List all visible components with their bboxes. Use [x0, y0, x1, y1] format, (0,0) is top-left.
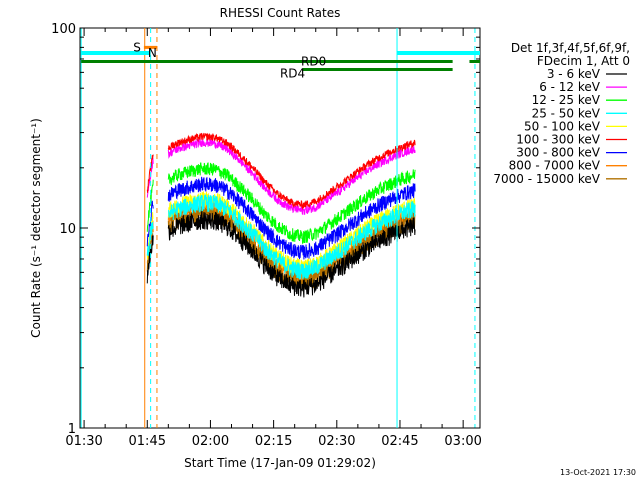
series-line: [168, 194, 416, 280]
legend-label: 100 - 300 keV: [516, 133, 600, 147]
chart-title: RHESSI Count Rates: [220, 6, 341, 20]
legend-label: 3 - 6 keV: [547, 67, 601, 81]
x-tick-label: 02:15: [255, 434, 292, 449]
rd0-label: RD0: [301, 54, 326, 68]
x-tick-label: 01:30: [65, 434, 102, 449]
data-layer: [146, 132, 416, 298]
y-tick-label: 100: [51, 22, 76, 37]
y-axis-label: Count Rate (s⁻¹ detector segment⁻¹): [29, 118, 43, 338]
series-line: [167, 132, 416, 211]
night-label: N: [148, 46, 157, 60]
attenuator-label: S: [133, 40, 141, 54]
x-axis-label: Start Time (17-Jan-09 01:29:02): [184, 456, 376, 470]
x-tick-label: 03:00: [444, 434, 481, 449]
series-line: [167, 176, 416, 260]
legend-label: 300 - 800 keV: [516, 146, 600, 160]
axis-layer: 01:30 01:45 02:00 02:15 02:30 02:45 03:00 1 10 10…: [51, 22, 482, 449]
x-tick-label: 02:00: [192, 434, 229, 449]
legend-label: 800 - 7000 keV: [509, 159, 601, 173]
footer-date: 13-Oct-2021 17:30: [560, 468, 636, 477]
legend-label: 12 - 25 keV: [532, 93, 601, 107]
x-tick-label: 01:45: [129, 434, 166, 449]
x-tick-label: 02:30: [318, 434, 355, 449]
legend-label: 7000 - 15000 keV: [493, 172, 600, 186]
series-line-pre: [146, 154, 154, 193]
series-line: [167, 210, 416, 298]
y-tick-label: 1: [68, 422, 76, 437]
legend-label: 25 - 50 keV: [532, 106, 601, 120]
legend-label: 6 - 12 keV: [539, 80, 601, 94]
rd4-label: RD4: [280, 67, 305, 81]
series-line-pre: [146, 179, 154, 232]
series-line: [167, 162, 416, 244]
legend-label: 50 - 100 keV: [524, 119, 601, 133]
x-tick-label: 02:45: [381, 434, 418, 449]
series-line: [167, 138, 416, 215]
y-tick-label: 10: [59, 222, 76, 237]
legend: Det 1f,3f,4f,5f,6f,9f,FDecim 1, Att 03 -…: [493, 41, 630, 186]
legend-header: FDecim 1, Att 0: [537, 54, 630, 68]
series-line-pre: [146, 235, 154, 284]
legend-header: Det 1f,3f,4f,5f,6f,9f,: [511, 41, 630, 55]
